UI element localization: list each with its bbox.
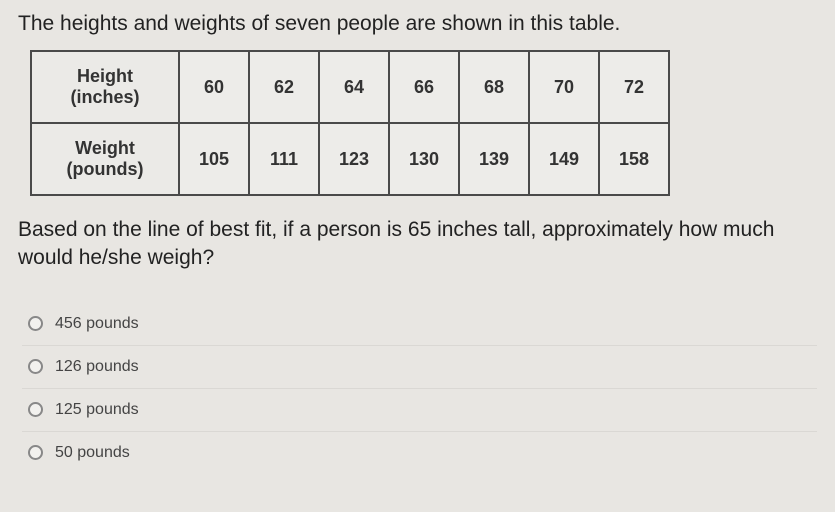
radio-icon — [28, 402, 43, 417]
table-cell: 130 — [389, 123, 459, 195]
table-cell: 60 — [179, 51, 249, 123]
radio-icon — [28, 445, 43, 460]
option-label: 456 pounds — [55, 315, 139, 333]
table-cell: 64 — [319, 51, 389, 123]
option-item[interactable]: 125 pounds — [22, 389, 817, 432]
table-cell: 105 — [179, 123, 249, 195]
table-cell: 111 — [249, 123, 319, 195]
row-header: Weight (pounds) — [31, 123, 179, 195]
table-cell: 123 — [319, 123, 389, 195]
table-cell: 66 — [389, 51, 459, 123]
table-cell: 149 — [529, 123, 599, 195]
table-row: Weight (pounds) 105 111 123 130 139 149 … — [31, 123, 669, 195]
radio-icon — [28, 359, 43, 374]
option-item[interactable]: 456 pounds — [22, 303, 817, 346]
table-cell: 139 — [459, 123, 529, 195]
question-intro: The heights and weights of seven people … — [18, 12, 817, 36]
row-header: Height (inches) — [31, 51, 179, 123]
radio-icon — [28, 316, 43, 331]
table-cell: 62 — [249, 51, 319, 123]
table-cell: 70 — [529, 51, 599, 123]
option-item[interactable]: 126 pounds — [22, 346, 817, 389]
option-label: 126 pounds — [55, 358, 139, 376]
option-label: 50 pounds — [55, 444, 130, 462]
table-row: Height (inches) 60 62 64 66 68 70 72 — [31, 51, 669, 123]
table-cell: 72 — [599, 51, 669, 123]
table-cell: 158 — [599, 123, 669, 195]
option-item[interactable]: 50 pounds — [22, 432, 817, 474]
table-cell: 68 — [459, 51, 529, 123]
option-label: 125 pounds — [55, 401, 139, 419]
data-table: Height (inches) 60 62 64 66 68 70 72 Wei… — [30, 50, 670, 196]
question-followup: Based on the line of best fit, if a pers… — [18, 216, 817, 273]
options-list: 456 pounds 126 pounds 125 pounds 50 poun… — [22, 303, 817, 474]
